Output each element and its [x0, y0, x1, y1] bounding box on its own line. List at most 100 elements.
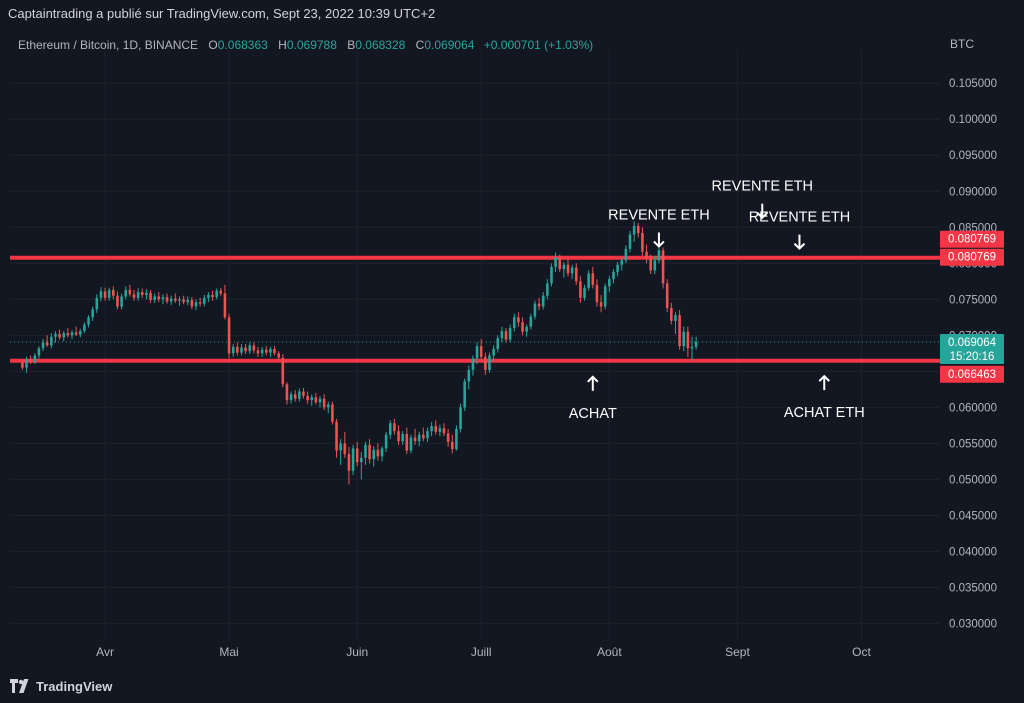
candle-body [29, 359, 32, 362]
candle-body [335, 421, 338, 451]
x-tick-label: Avr [96, 645, 114, 659]
candle-body [434, 426, 438, 432]
candle-body [136, 292, 140, 298]
grid-lines [10, 50, 940, 640]
x-tick-label: Août [597, 645, 622, 659]
annotation: REVENTE ETH [712, 179, 814, 220]
candle-body [298, 391, 301, 399]
arrow-up-icon [587, 375, 599, 383]
candle-body [591, 273, 595, 285]
candle-body [690, 346, 694, 349]
candle-body [310, 397, 314, 401]
annotation-label: REVENTE ETH [712, 179, 814, 195]
candle-body [273, 349, 276, 354]
candle-body [202, 297, 206, 304]
arrow-down-icon [756, 211, 768, 220]
annotation-label: ACHAT [569, 406, 617, 422]
candle-body [492, 349, 495, 356]
candle-body [521, 322, 524, 332]
candle-body [236, 346, 239, 353]
level-price-tag-bg [940, 230, 1004, 248]
tradingview-icon [10, 679, 29, 693]
candle-body [475, 346, 479, 359]
candle-body [459, 407, 462, 429]
candle-body [628, 234, 632, 249]
candle-body [554, 257, 557, 267]
level-price-tag: 0.066463 [940, 365, 1004, 383]
candle-body [207, 294, 210, 298]
candle-body [368, 444, 371, 460]
candle-body [174, 298, 177, 301]
candle-body [331, 404, 334, 422]
candle-body [322, 398, 326, 408]
candle-body [198, 302, 202, 304]
candle-body [244, 347, 247, 352]
candle-body [525, 326, 528, 332]
candle-body [211, 294, 214, 298]
candle-body [533, 303, 537, 317]
level-price-tag: 0.080769 [940, 248, 1004, 266]
last-price-tag-text: 0.069064 [948, 337, 997, 349]
candle-body [422, 434, 425, 439]
tradingview-logo[interactable]: TradingView [10, 677, 112, 695]
candle-body [37, 348, 41, 356]
candle-body [256, 350, 260, 354]
candle-body [376, 449, 380, 457]
candle-body [562, 264, 566, 270]
candle-body [186, 300, 190, 303]
candle-body [653, 260, 657, 271]
candle-body [670, 307, 673, 321]
candle-body [194, 302, 198, 307]
currency-label: BTC [950, 37, 974, 51]
y-tick-label: 0.105000 [949, 78, 997, 90]
candle-body [264, 349, 268, 353]
candle-body [124, 289, 128, 297]
candle-body [99, 291, 103, 298]
annotation: REVENTE ETH [749, 210, 850, 251]
candle-body [364, 444, 367, 458]
candle-body [351, 448, 355, 471]
candle-body [517, 317, 520, 323]
y-tick-label: 0.050000 [949, 474, 997, 486]
candle-body [488, 355, 491, 370]
level-price-tag-text: 0.066463 [948, 369, 996, 381]
candle-body [599, 302, 603, 307]
candle-body [33, 355, 37, 362]
candle-body [409, 437, 413, 451]
y-tick-label: 0.030000 [949, 618, 997, 630]
candle-body [616, 264, 619, 272]
candle-body [347, 454, 351, 471]
candle-body [281, 357, 285, 385]
level-price-tag-bg [940, 365, 1004, 383]
candle-body [223, 293, 227, 318]
candle-body [21, 362, 24, 368]
candle-body [558, 257, 562, 270]
level-price-tag: 0.080769 [940, 230, 1004, 248]
ohlc-header: Ethereum / Bitcoin, 1D, BINANCE O0.06836… [18, 38, 593, 52]
x-tick-label: Sept [725, 645, 750, 659]
candle-body [384, 434, 388, 449]
last-price-tag-bg [940, 334, 1004, 365]
candle-body [587, 273, 590, 288]
symbol-title[interactable]: Ethereum / Bitcoin, 1D, BINANCE [18, 38, 199, 52]
y-tick-label: 0.095000 [949, 150, 997, 162]
price-labels: 0.080769 0.080769 0.069064 15:20:16 0.066463 [940, 230, 1004, 383]
candle-body [624, 248, 628, 261]
candle-body [603, 286, 607, 307]
candle-body [529, 316, 533, 327]
candle-body [636, 225, 640, 234]
candle-body [426, 431, 429, 439]
candle-body [326, 404, 330, 408]
candle-body [661, 250, 665, 284]
candle-body [91, 309, 94, 318]
candle-body [649, 257, 652, 271]
level-price-tag-text: 0.080769 [948, 234, 996, 246]
level-price-tag-bg [940, 248, 1004, 266]
candle-body [145, 292, 148, 295]
candle-body [674, 315, 677, 321]
horizontal-levels [10, 255, 940, 363]
y-tick-label: 0.090000 [949, 186, 997, 198]
x-tick-label: Juill [471, 645, 492, 659]
